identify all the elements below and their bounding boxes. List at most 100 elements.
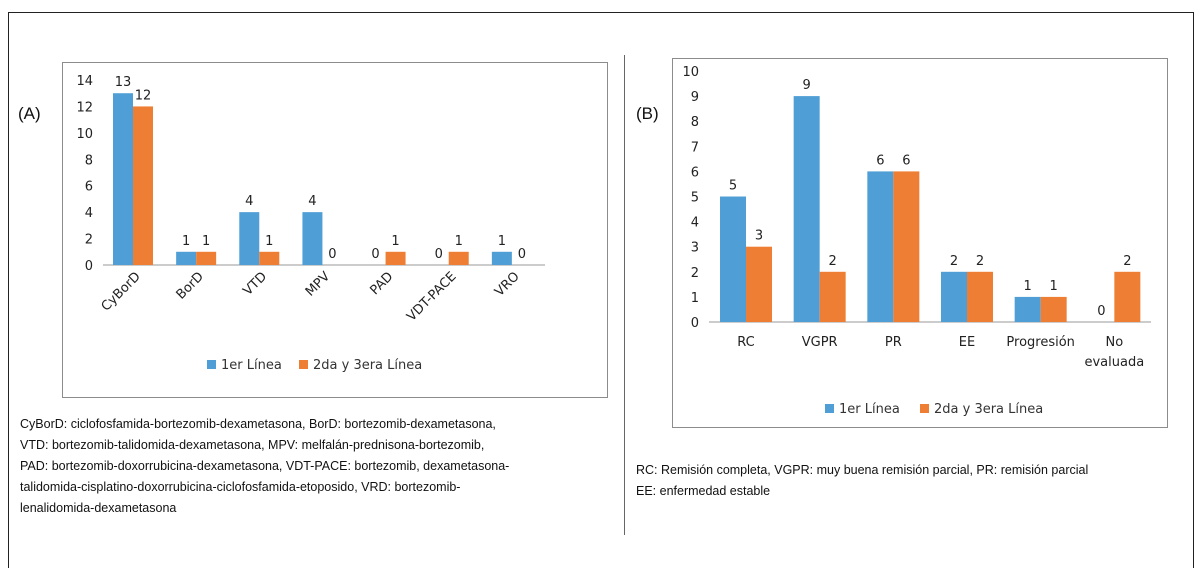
panel-b-label: (B)	[636, 104, 659, 123]
data-label: 1	[265, 234, 273, 249]
bar-2-vgpr	[819, 271, 846, 322]
x-tick-label: MPV	[303, 269, 333, 299]
bar-1-vro	[491, 251, 512, 265]
x-tick-label: Progresión	[1006, 335, 1075, 350]
y-tick-label: 6	[85, 180, 93, 195]
data-label: 0	[1097, 304, 1105, 319]
x-tick-label: BorD	[174, 269, 207, 302]
caption-b: RC: Remisión completa, VGPR: muy buena r…	[636, 460, 1196, 502]
data-label: 5	[729, 179, 737, 194]
data-label: 9	[803, 78, 811, 93]
data-label: 1	[202, 234, 210, 249]
caption-a: CyBorD: ciclofosfamida-bortezomib-dexame…	[20, 414, 620, 519]
x-tick-label: PAD	[367, 269, 396, 298]
y-tick-label: 10	[76, 127, 93, 142]
data-label: 1	[391, 234, 399, 249]
caption-a-line: PAD: bortezomib-doxorrubicina-dexametaso…	[20, 459, 510, 473]
data-label: 4	[308, 194, 316, 209]
chart-a-box: 0 2 4 6 8 10 12 14 13 12 CyBorD 1 1 BorD 4 1 VTD 4 0 MPV 0 1 P…	[62, 62, 608, 398]
chart-b: 0 1 2 3 4 5 6 7 8 9 10 5 3 RC 9 2 VGPR 6 6 PR 2 2 EE 1 1 Progresi…	[682, 65, 1151, 417]
data-label: 6	[902, 153, 910, 168]
chart-b-box: 0 1 2 3 4 5 6 7 8 9 10 5 3 RC 9 2 VGPR 6 6 PR 2 2 EE 1 1 Progresi…	[672, 58, 1168, 428]
y-tick-label: 14	[76, 74, 93, 89]
legend-swatch-1	[207, 360, 216, 369]
legend-label-2: 2da y 3era Línea	[934, 402, 1043, 417]
data-label: 12	[135, 88, 152, 103]
y-tick-label: 8	[85, 153, 93, 168]
y-tick-label: 6	[691, 165, 699, 180]
x-tick-label: VRO	[492, 269, 523, 300]
legend-swatch-1	[825, 404, 834, 413]
y-tick-label: 9	[691, 90, 699, 105]
legend-label-1: 1er Línea	[839, 402, 900, 417]
bar-2-no-evaluada	[1114, 271, 1141, 322]
legend-swatch-2	[920, 404, 929, 413]
data-label: 0	[371, 247, 379, 262]
y-tick-label: 0	[691, 316, 699, 331]
panel-divider	[624, 55, 625, 535]
data-label: 2	[976, 254, 984, 269]
data-label: 3	[755, 229, 763, 244]
y-tick-label: 2	[691, 266, 699, 281]
data-label: 1	[1050, 279, 1058, 294]
y-tick-label: 2	[85, 233, 93, 248]
bar-2-pad	[385, 251, 406, 265]
x-tick-label: VDT-PACE	[404, 269, 459, 324]
data-label: 1	[1024, 279, 1032, 294]
data-label: 0	[518, 247, 526, 262]
bar-1-mpv	[302, 212, 323, 265]
x-tick-label: PR	[885, 335, 902, 350]
data-label: 13	[115, 75, 132, 90]
data-label: 2	[829, 254, 837, 269]
data-label: 4	[245, 194, 253, 209]
y-tick-label: 0	[85, 259, 93, 274]
bar-1-vtd	[239, 212, 260, 265]
caption-b-line: RC: Remisión completa, VGPR: muy buena r…	[636, 463, 1089, 477]
y-tick-label: 10	[682, 65, 699, 80]
data-label: 1	[498, 234, 506, 249]
legend-label-2: 2da y 3era Línea	[313, 358, 422, 373]
y-tick-label: 4	[691, 216, 699, 231]
bar-1-ee	[941, 271, 967, 322]
bar-1-vgpr	[793, 96, 820, 322]
x-tick-label: No evaluada	[1084, 335, 1144, 370]
data-label: 0	[328, 247, 336, 262]
caption-a-line: lenalidomida-dexametasona	[20, 501, 177, 515]
bar-2-rc	[746, 246, 772, 322]
bar-2-progresi-n	[1040, 296, 1067, 322]
bar-2-ee	[967, 271, 993, 322]
bar-2-cybord	[133, 106, 153, 265]
data-label: 0	[435, 247, 443, 262]
caption-b-line: EE: enfermedad estable	[636, 484, 771, 498]
bar-1-rc	[720, 196, 746, 322]
data-label: 6	[876, 153, 884, 168]
data-label: 1	[182, 234, 190, 249]
figure-frame	[8, 12, 1194, 568]
bar-1-pr	[867, 171, 894, 322]
y-tick-label: 5	[691, 191, 699, 206]
bar-1-bord	[176, 251, 197, 265]
bar-2-vtd	[259, 251, 280, 265]
data-label: 2	[1123, 254, 1131, 269]
x-tick-label: VGPR	[802, 335, 838, 350]
x-tick-label: CyBorD	[99, 269, 144, 314]
data-label: 1	[455, 234, 463, 249]
y-tick-label: 4	[85, 206, 93, 221]
data-label: 2	[950, 254, 958, 269]
bar-2-bord	[196, 251, 217, 265]
x-tick-label: EE	[959, 335, 975, 350]
bar-2-vdt-pace	[448, 251, 469, 265]
x-tick-label: VTD	[241, 269, 271, 299]
bar-2-pr	[893, 171, 920, 322]
y-tick-label: 8	[691, 115, 699, 130]
y-tick-label: 3	[691, 241, 699, 256]
y-tick-label: 12	[76, 100, 93, 115]
legend-label-1: 1er Línea	[221, 358, 282, 373]
x-tick-label: RC	[737, 335, 754, 350]
panel-a-label: (A)	[18, 104, 41, 123]
caption-a-line: CyBorD: ciclofosfamida-bortezomib-dexame…	[20, 417, 496, 431]
caption-a-line: VTD: bortezomib-talidomida-dexametasona,…	[20, 438, 485, 452]
bar-1-progresi-n	[1014, 296, 1041, 322]
y-tick-label: 1	[691, 291, 699, 306]
